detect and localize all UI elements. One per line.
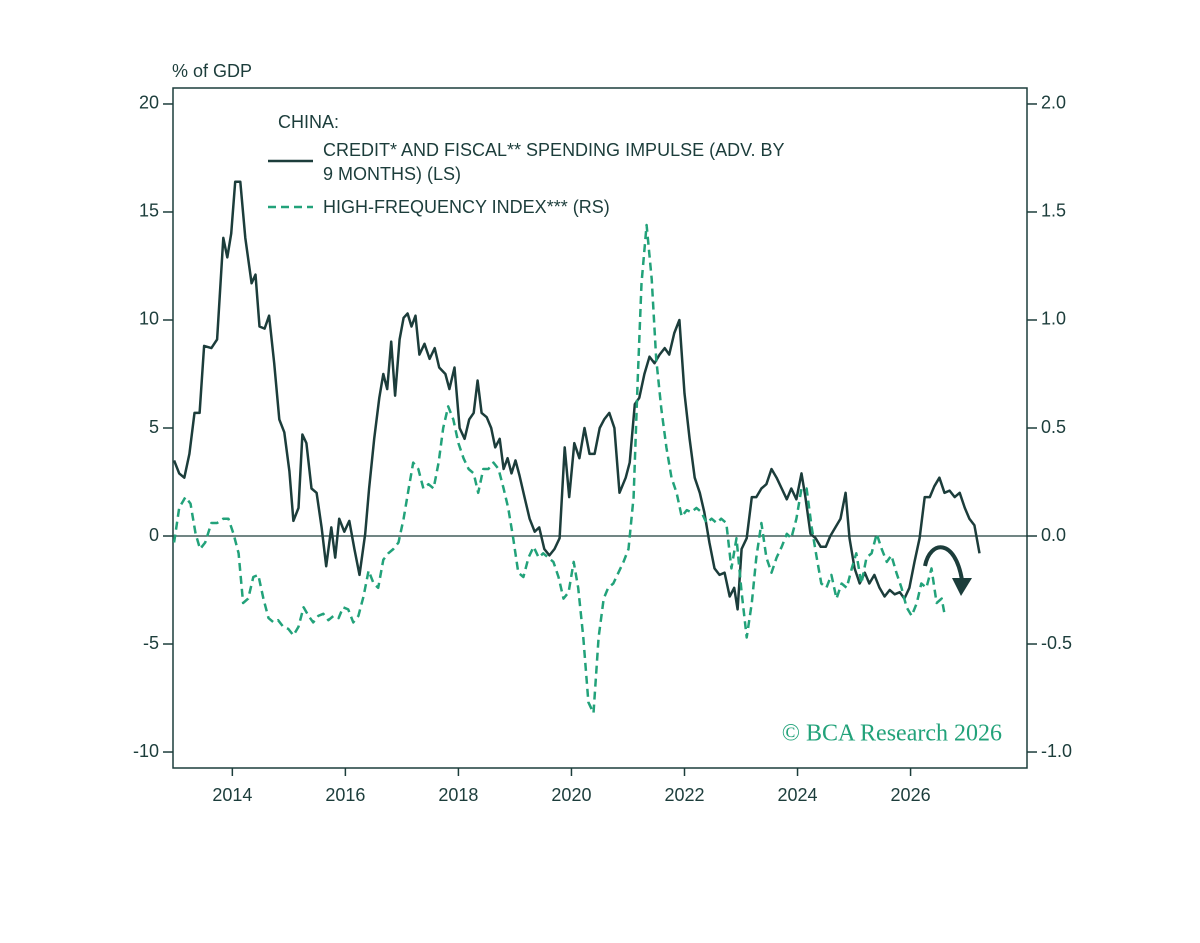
y-axis-label: % of GDP (172, 61, 252, 81)
y-tick-label: 15 (139, 201, 159, 221)
y2-tick-label: 1.5 (1041, 201, 1066, 221)
x-tick-label: 2026 (891, 785, 931, 805)
annotation-arrow (923, 545, 964, 581)
x-tick-label: 2020 (551, 785, 591, 805)
x-tick-label: 2024 (778, 785, 818, 805)
x-tick-label: 2022 (664, 785, 704, 805)
legend-title: CHINA: (278, 112, 340, 132)
y-tick-label: 10 (139, 309, 159, 329)
legend-entry: HIGH-FREQUENCY INDEX*** (RS) (323, 197, 610, 217)
y2-tick-label: 1.0 (1041, 309, 1066, 329)
annotation-arrowhead (952, 578, 972, 596)
y-tick-label: 5 (149, 417, 159, 437)
series-line (172, 223, 946, 715)
x-tick-label: 2014 (212, 785, 252, 805)
y2-tick-label: -1.0 (1041, 741, 1072, 761)
x-tick-label: 2018 (438, 785, 478, 805)
y2-tick-label: -0.5 (1041, 633, 1072, 653)
y-tick-label: 20 (139, 93, 159, 113)
watermark: © BCA Research 2026 (782, 721, 1002, 747)
y2-tick-label: 2.0 (1041, 93, 1066, 113)
x-tick-label: 2016 (325, 785, 365, 805)
series-line (172, 180, 981, 611)
legend-entry: CREDIT* AND FISCAL** SPENDING IMPULSE (A… (323, 140, 785, 184)
y-tick-label: -10 (133, 741, 159, 761)
y2-tick-label: 0.0 (1041, 525, 1066, 545)
y-tick-label: -5 (143, 633, 159, 653)
y-tick-label: 0 (149, 525, 159, 545)
y2-tick-label: 0.5 (1041, 417, 1066, 437)
